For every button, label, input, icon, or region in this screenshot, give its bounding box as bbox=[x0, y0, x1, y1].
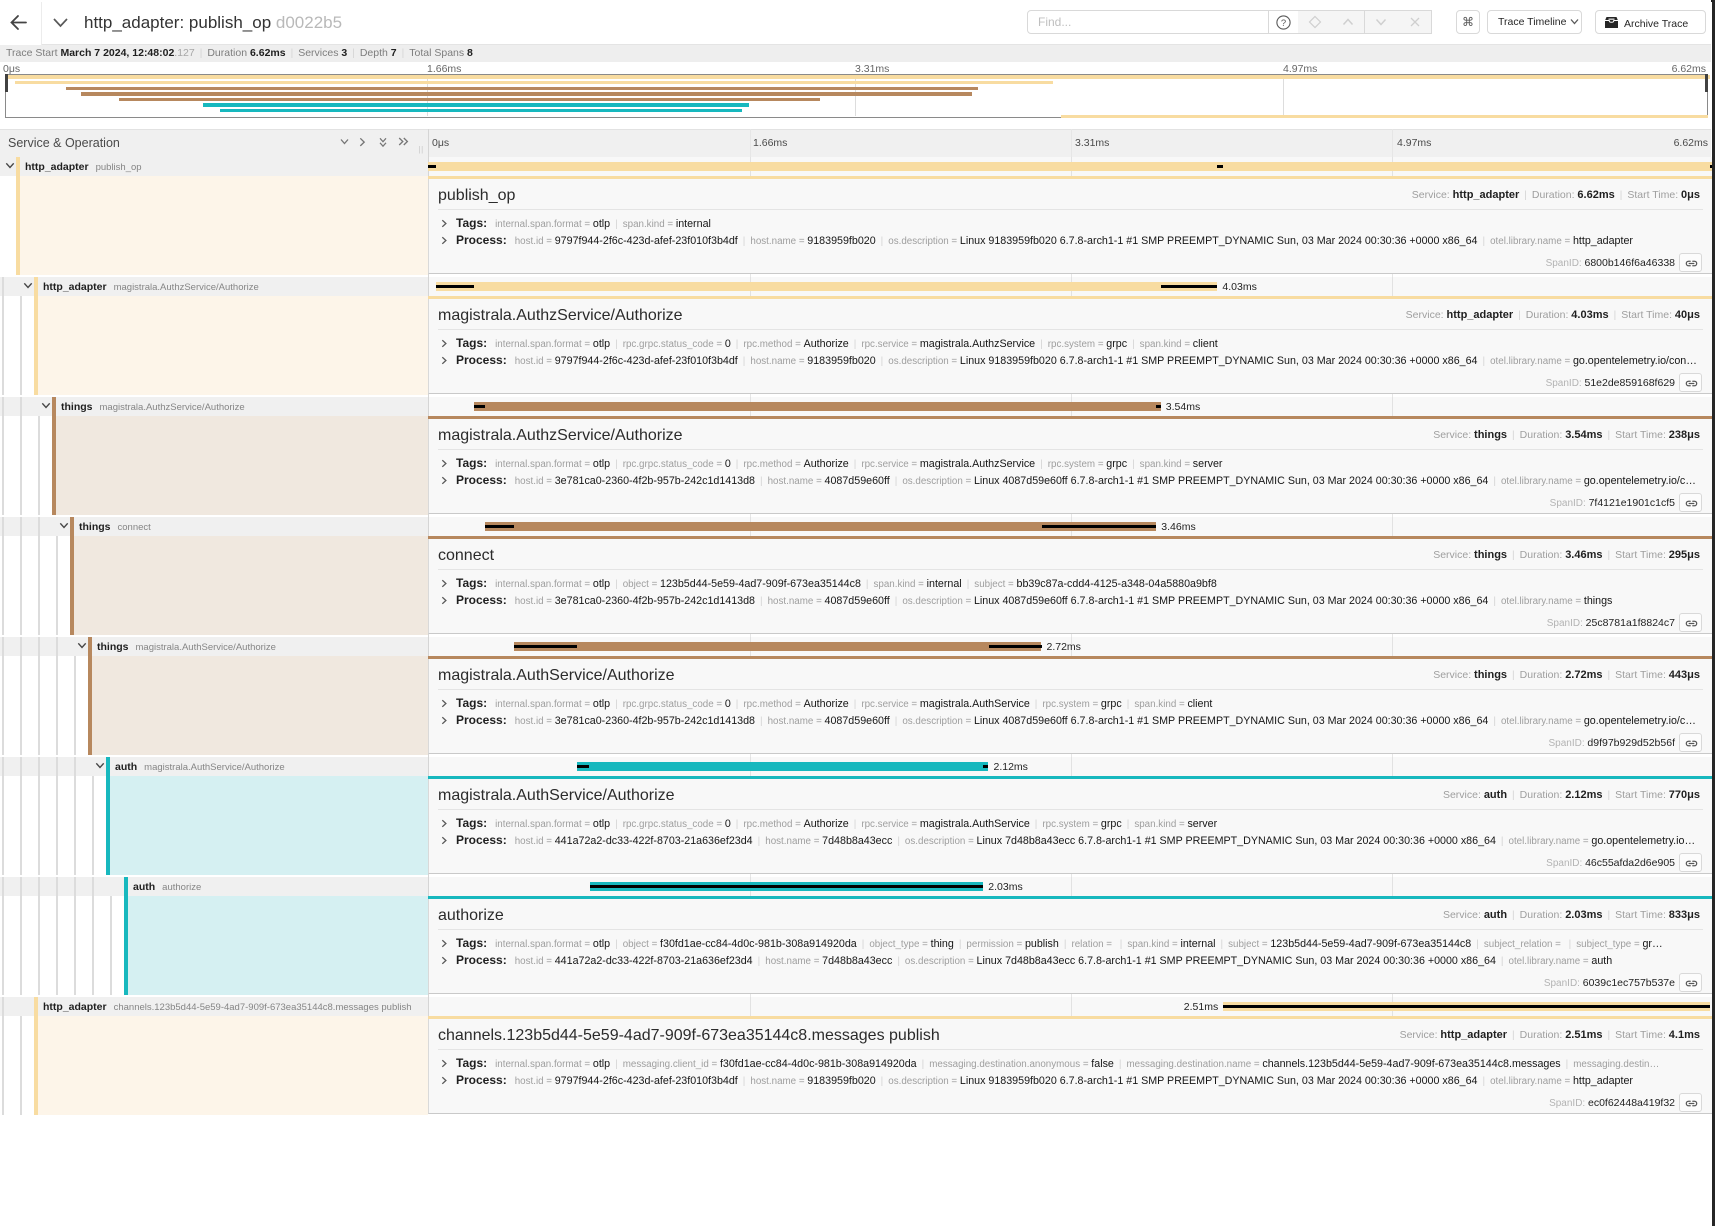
svg-text:?: ? bbox=[1281, 18, 1286, 29]
